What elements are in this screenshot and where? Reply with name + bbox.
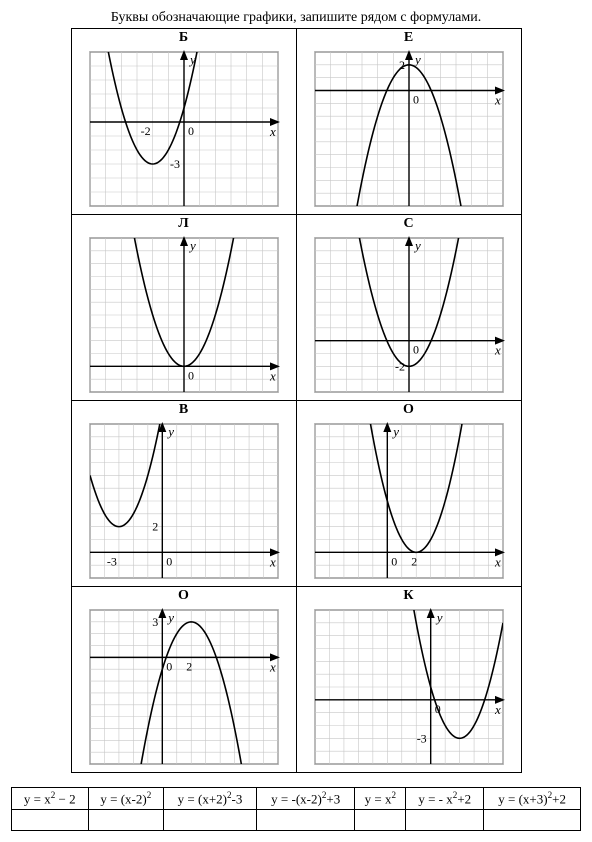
svg-text:x: x bbox=[269, 659, 276, 674]
svg-text:-3: -3 bbox=[170, 157, 180, 171]
chart-letter: Л bbox=[72, 215, 296, 232]
formula-cell: y = (x+3)2+2 bbox=[484, 788, 581, 810]
svg-text:y: y bbox=[188, 238, 196, 253]
svg-text:y: y bbox=[434, 610, 442, 625]
chart-letter: Е bbox=[297, 29, 521, 46]
svg-text:-3: -3 bbox=[106, 554, 116, 568]
svg-text:-3: -3 bbox=[416, 731, 426, 745]
svg-text:-2: -2 bbox=[140, 124, 150, 138]
chart-svg: yx-20-3 bbox=[84, 46, 284, 212]
svg-text:2: 2 bbox=[152, 520, 158, 534]
formula-cell: y = (x+2)2-3 bbox=[164, 788, 257, 810]
formula-cell: y = x2 − 2 bbox=[12, 788, 89, 810]
svg-text:x: x bbox=[494, 93, 501, 108]
answer-cell[interactable] bbox=[355, 810, 406, 831]
answer-cell[interactable] bbox=[164, 810, 257, 831]
svg-text:0: 0 bbox=[166, 554, 172, 568]
answer-cell[interactable] bbox=[484, 810, 581, 831]
svg-text:x: x bbox=[494, 343, 501, 358]
svg-text:2: 2 bbox=[186, 659, 192, 673]
svg-text:x: x bbox=[269, 124, 276, 139]
svg-text:2: 2 bbox=[411, 554, 417, 568]
chart-cell: Бyx-20-3 bbox=[71, 29, 296, 215]
chart-letter: О bbox=[72, 587, 296, 604]
chart-svg: yx0-3 bbox=[309, 604, 509, 770]
chart-cell: Сyx0-2 bbox=[296, 215, 521, 401]
svg-text:y: y bbox=[413, 238, 421, 253]
formula-cell: y = - x2+2 bbox=[406, 788, 484, 810]
chart-letter: О bbox=[297, 401, 521, 418]
formula-cell: y = (x-2)2 bbox=[88, 788, 163, 810]
formulas-table: y = x2 − 2y = (x-2)2y = (x+2)2-3y = -(x-… bbox=[11, 787, 581, 831]
answer-cell[interactable] bbox=[12, 810, 89, 831]
chart-cell: Еyx02 bbox=[296, 29, 521, 215]
svg-text:0: 0 bbox=[391, 554, 397, 568]
answer-cell[interactable] bbox=[406, 810, 484, 831]
svg-text:x: x bbox=[269, 368, 276, 383]
chart-cell: Оy x 02 bbox=[296, 401, 521, 587]
answer-cell[interactable] bbox=[256, 810, 354, 831]
svg-text:y: y bbox=[166, 424, 174, 439]
formula-cell: y = -(x-2)2+3 bbox=[256, 788, 354, 810]
svg-text:y: y bbox=[413, 52, 421, 67]
svg-text:0: 0 bbox=[413, 343, 419, 357]
chart-svg: y x 02 bbox=[309, 418, 509, 584]
answer-cell[interactable] bbox=[88, 810, 163, 831]
chart-letter: Б bbox=[72, 29, 296, 46]
svg-text:x: x bbox=[494, 554, 501, 569]
chart-letter: К bbox=[297, 587, 521, 604]
chart-cell: Оy x 02 3 bbox=[71, 587, 296, 773]
svg-text:x: x bbox=[494, 702, 501, 717]
chart-letter: В bbox=[72, 401, 296, 418]
charts-grid: Бyx-20-3Еyx02Лyx0Сyx0-2Вyx-302Оyx02Оyx02… bbox=[71, 28, 522, 773]
chart-cell: Лy x 0 bbox=[71, 215, 296, 401]
svg-text:0: 0 bbox=[188, 124, 194, 138]
svg-text:3: 3 bbox=[152, 615, 158, 629]
chart-svg: yx02 bbox=[309, 46, 509, 212]
svg-text:0: 0 bbox=[188, 368, 194, 382]
chart-letter: С bbox=[297, 215, 521, 232]
formula-cell: y = x2 bbox=[355, 788, 406, 810]
svg-text:0: 0 bbox=[413, 93, 419, 107]
chart-svg: yx0-2 bbox=[309, 232, 509, 398]
svg-text:y: y bbox=[391, 424, 399, 439]
chart-cell: Кyx0-3 bbox=[296, 587, 521, 773]
chart-svg: y x -3 0 2 bbox=[84, 418, 284, 584]
svg-text:x: x bbox=[269, 554, 276, 569]
page-title: Буквы обозначающие графики, запишите ряд… bbox=[10, 10, 582, 26]
svg-text:y: y bbox=[166, 610, 174, 625]
svg-text:0: 0 bbox=[166, 659, 172, 673]
chart-svg: y x 02 3 bbox=[84, 604, 284, 770]
chart-svg: y x 0 bbox=[84, 232, 284, 398]
chart-cell: Вy x -3 0 2 bbox=[71, 401, 296, 587]
